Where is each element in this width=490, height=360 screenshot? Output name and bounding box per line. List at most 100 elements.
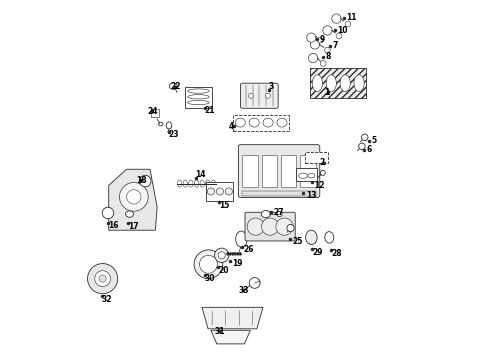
Text: 30: 30 [205,274,215,283]
Circle shape [309,53,318,63]
Circle shape [225,188,232,195]
Bar [151,109,159,117]
Ellipse shape [263,118,273,127]
Polygon shape [109,169,157,230]
Ellipse shape [170,83,177,89]
Text: 23: 23 [169,130,179,139]
Bar [206,181,233,201]
Ellipse shape [183,180,188,187]
Circle shape [320,60,326,66]
Text: 31: 31 [214,327,224,336]
Text: 26: 26 [243,245,254,254]
Ellipse shape [159,122,163,126]
Circle shape [207,188,215,195]
Ellipse shape [261,211,270,218]
Circle shape [229,252,232,255]
Ellipse shape [249,118,259,127]
Bar [311,68,366,98]
Circle shape [345,21,351,27]
Circle shape [276,218,293,235]
Bar [296,168,318,181]
Bar [243,155,258,187]
Circle shape [307,33,316,42]
Circle shape [266,93,270,98]
Circle shape [102,207,114,219]
Text: 20: 20 [218,266,229,275]
Circle shape [194,250,223,279]
Text: 12: 12 [314,180,325,189]
Circle shape [320,170,325,175]
Circle shape [95,271,111,287]
Text: 21: 21 [205,106,215,115]
Circle shape [218,252,225,259]
Text: 1: 1 [324,87,329,96]
Text: 14: 14 [196,171,206,180]
Ellipse shape [211,180,216,187]
FancyBboxPatch shape [238,145,320,197]
Circle shape [215,248,229,262]
Text: 29: 29 [313,248,323,257]
Ellipse shape [166,122,172,129]
Circle shape [231,252,234,255]
Circle shape [216,188,223,195]
Bar [262,155,277,187]
Text: 8: 8 [325,53,331,62]
Text: 28: 28 [331,249,342,258]
Text: 4: 4 [229,122,234,131]
Ellipse shape [326,75,336,91]
Circle shape [262,218,279,235]
Ellipse shape [277,212,282,217]
Text: 16: 16 [108,221,119,230]
Bar [185,87,212,108]
Text: 3: 3 [269,82,274,91]
Ellipse shape [312,75,322,91]
Circle shape [323,26,332,35]
Ellipse shape [206,180,210,187]
Circle shape [247,218,265,235]
Text: 22: 22 [171,82,181,91]
Text: 5: 5 [372,136,377,145]
Text: 17: 17 [128,222,139,231]
FancyBboxPatch shape [241,83,278,108]
Polygon shape [211,330,250,344]
Circle shape [362,134,368,140]
Text: 33: 33 [239,286,249,295]
Ellipse shape [354,75,364,91]
Circle shape [140,175,151,187]
Text: 32: 32 [101,294,112,303]
Bar [233,114,289,131]
Circle shape [359,143,365,149]
Ellipse shape [235,118,245,127]
Text: 27: 27 [274,208,284,217]
Text: 24: 24 [147,107,158,116]
Text: 15: 15 [219,201,229,210]
Circle shape [332,14,341,23]
Text: 19: 19 [232,259,242,268]
Circle shape [226,252,229,255]
Text: 13: 13 [306,190,317,199]
Circle shape [199,255,218,273]
Circle shape [99,275,106,282]
Text: 10: 10 [338,26,348,35]
Ellipse shape [177,180,182,187]
Text: 6: 6 [367,145,372,154]
Circle shape [249,278,260,288]
Circle shape [236,252,239,255]
Ellipse shape [325,231,334,243]
Ellipse shape [306,230,317,244]
Circle shape [234,252,237,255]
Text: 2: 2 [319,158,325,167]
Text: 7: 7 [333,41,338,50]
Ellipse shape [189,180,193,187]
Ellipse shape [340,75,350,91]
Ellipse shape [195,180,199,187]
Bar [300,155,316,187]
Circle shape [88,264,118,294]
Ellipse shape [125,211,133,217]
Ellipse shape [277,118,287,127]
Ellipse shape [200,180,204,187]
Text: 25: 25 [293,237,303,246]
Text: 9: 9 [319,35,325,44]
Circle shape [120,183,148,211]
Circle shape [126,190,141,204]
